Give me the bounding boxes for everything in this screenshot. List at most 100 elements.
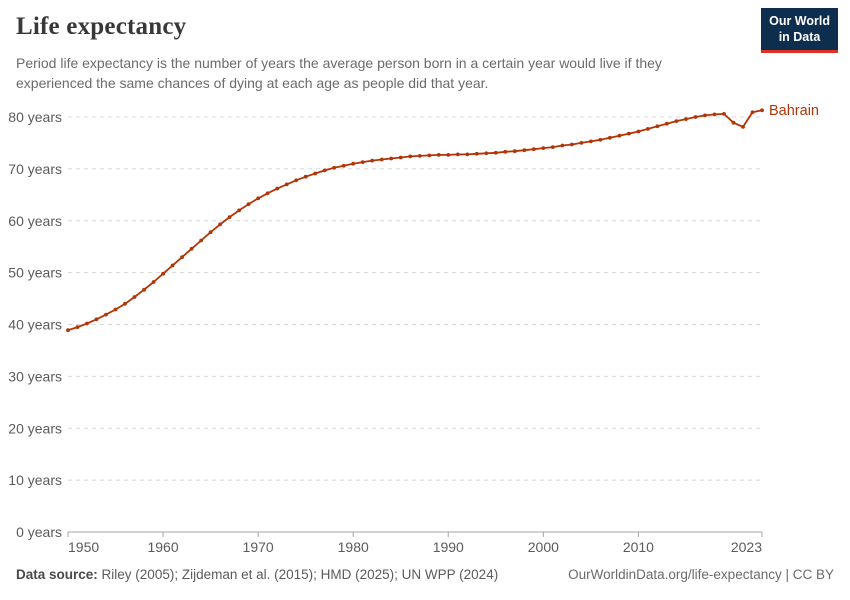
data-point[interactable]	[94, 317, 99, 322]
data-point[interactable]	[484, 151, 489, 156]
data-point[interactable]	[408, 154, 413, 159]
data-point[interactable]	[341, 163, 346, 168]
data-point[interactable]	[123, 301, 127, 306]
y-tick-label: 40 years	[8, 317, 62, 333]
data-point[interactable]	[522, 148, 527, 153]
data-point[interactable]	[655, 124, 660, 129]
data-point[interactable]	[189, 246, 194, 251]
data-point[interactable]	[665, 121, 669, 126]
data-point[interactable]	[275, 186, 280, 191]
x-tick-label: 1970	[243, 539, 274, 555]
data-point[interactable]	[760, 108, 764, 113]
page-title: Life expectancy	[16, 13, 187, 40]
data-point[interactable]	[750, 110, 755, 115]
data-point[interactable]	[237, 208, 242, 213]
data-point[interactable]	[218, 222, 223, 227]
data-point[interactable]	[246, 202, 251, 207]
data-point[interactable]	[370, 158, 375, 163]
data-point[interactable]	[436, 153, 441, 157]
data-point[interactable]	[417, 154, 422, 158]
data-point[interactable]	[313, 171, 318, 176]
y-tick-label: 50 years	[8, 265, 62, 281]
x-tick-label: 1960	[147, 539, 178, 555]
data-point[interactable]	[360, 160, 365, 165]
data-point[interactable]	[142, 287, 147, 292]
data-point[interactable]	[427, 153, 432, 158]
data-point[interactable]	[227, 215, 232, 220]
data-point[interactable]	[161, 271, 166, 276]
data-point[interactable]	[389, 156, 394, 161]
data-point[interactable]	[674, 119, 679, 123]
data-point[interactable]	[493, 150, 498, 155]
data-point[interactable]	[560, 143, 565, 148]
data-point[interactable]	[332, 165, 337, 170]
data-point[interactable]	[180, 255, 185, 259]
data-point[interactable]	[627, 131, 631, 136]
x-tick-label: 1950	[68, 539, 99, 555]
data-point[interactable]	[617, 133, 622, 138]
data-point[interactable]	[598, 137, 603, 142]
x-tick-label: 2023	[731, 539, 762, 555]
data-point[interactable]	[75, 325, 80, 329]
data-point[interactable]	[684, 117, 688, 121]
data-point[interactable]	[541, 146, 546, 151]
data-point[interactable]	[512, 149, 517, 154]
x-tick-label: 2010	[623, 539, 654, 555]
data-point[interactable]	[731, 120, 736, 125]
owid-logo[interactable]: Our World in Data	[761, 8, 838, 53]
data-point[interactable]	[256, 196, 260, 201]
data-point[interactable]	[531, 147, 536, 152]
data-point[interactable]	[66, 328, 70, 333]
data-point[interactable]	[151, 280, 156, 284]
data-point[interactable]	[379, 157, 384, 162]
y-tick-label: 0 years	[16, 524, 62, 540]
data-point[interactable]	[550, 145, 555, 150]
credit-line: OurWorldinData.org/life-expectancy | CC …	[568, 567, 834, 582]
data-point[interactable]	[208, 230, 213, 235]
x-tick-label: 1980	[338, 539, 369, 555]
y-tick-label: 80 years	[8, 109, 62, 125]
data-point[interactable]	[465, 152, 470, 157]
data-point[interactable]	[503, 149, 508, 154]
series-end-label: Bahrain	[769, 103, 819, 119]
data-point[interactable]	[703, 113, 707, 118]
data-point[interactable]	[132, 295, 137, 299]
owid-logo-line1: Our World	[769, 14, 830, 28]
data-point[interactable]	[85, 321, 89, 326]
data-point[interactable]	[351, 161, 356, 166]
y-tick-label: 30 years	[8, 368, 62, 384]
data-source: Data source: Riley (2005); Zijdeman et a…	[16, 567, 498, 582]
data-point[interactable]	[722, 112, 726, 116]
x-tick-label: 2000	[528, 539, 559, 555]
data-point[interactable]	[322, 168, 327, 173]
chart-footer: Data source: Riley (2005); Zijdeman et a…	[16, 567, 834, 582]
y-tick-label: 20 years	[8, 420, 62, 436]
data-source-label: Data source:	[16, 567, 98, 582]
y-tick-label: 60 years	[8, 213, 62, 229]
data-point[interactable]	[398, 155, 403, 160]
data-point[interactable]	[474, 151, 479, 156]
data-point[interactable]	[646, 126, 650, 131]
data-point[interactable]	[113, 307, 118, 312]
data-point[interactable]	[570, 142, 574, 147]
data-point[interactable]	[170, 263, 175, 268]
y-tick-label: 10 years	[8, 472, 62, 488]
data-point[interactable]	[104, 312, 108, 317]
data-point[interactable]	[579, 141, 584, 145]
data-point[interactable]	[741, 125, 745, 129]
data-point[interactable]	[303, 174, 308, 179]
data-point[interactable]	[294, 178, 299, 183]
data-point[interactable]	[636, 129, 641, 134]
data-point[interactable]	[693, 115, 698, 119]
data-point[interactable]	[446, 153, 451, 157]
data-point[interactable]	[589, 139, 593, 144]
x-tick-label: 1990	[433, 539, 464, 555]
data-point[interactable]	[455, 152, 460, 157]
data-point[interactable]	[199, 238, 204, 243]
data-point[interactable]	[608, 135, 612, 140]
data-point[interactable]	[265, 191, 270, 196]
data-point[interactable]	[284, 182, 289, 187]
data-point[interactable]	[712, 112, 717, 117]
